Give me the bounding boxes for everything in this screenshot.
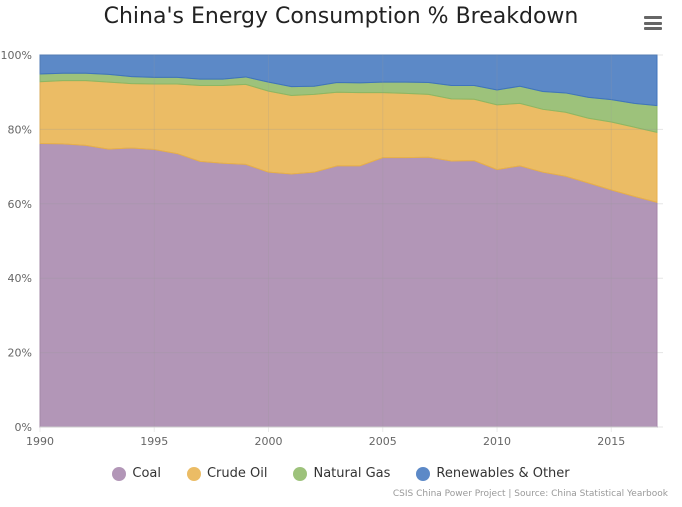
hamburger-icon[interactable]: [644, 16, 662, 30]
legend-item-renewables-other[interactable]: Renewables & Other: [416, 466, 570, 481]
y-tick-label: 20%: [8, 347, 32, 360]
area-renewables-other: [39, 54, 658, 107]
chart-title: China's Energy Consumption % Breakdown: [103, 4, 579, 29]
x-tick-label: 2000: [255, 435, 283, 448]
legend-item-natural-gas[interactable]: Natural Gas: [293, 466, 390, 481]
x-tick-label: 1990: [26, 435, 54, 448]
area-coal: [39, 143, 658, 428]
credit-text: CSIS China Power Project | Source: China…: [392, 489, 668, 499]
legend: Coal Crude Oil Natural Gas Renewables & Oth…: [0, 466, 682, 481]
y-tick-label: 40%: [8, 272, 32, 285]
y-tick-label: 100%: [1, 49, 32, 62]
legend-dot-icon: [293, 466, 308, 481]
legend-dot-icon: [186, 466, 201, 481]
x-tick-label: 2015: [597, 435, 625, 448]
legend-dot-icon: [112, 466, 127, 481]
legend-item-crude-oil[interactable]: Crude Oil: [186, 466, 268, 481]
x-tick-label: 2005: [369, 435, 397, 448]
legend-label: Natural Gas: [313, 466, 391, 481]
y-tick-label: 0%: [15, 421, 32, 434]
legend-label: Coal: [132, 466, 161, 481]
legend-dot-icon: [416, 466, 431, 481]
legend-label: Crude Oil: [206, 466, 268, 481]
y-tick-label: 80%: [8, 123, 32, 136]
x-tick-label: 1995: [140, 435, 168, 448]
x-tick-label: 2010: [483, 435, 511, 448]
legend-item-coal[interactable]: Coal: [112, 466, 161, 481]
y-tick-label: 60%: [8, 198, 32, 211]
legend-label: Renewables & Other: [436, 466, 570, 481]
